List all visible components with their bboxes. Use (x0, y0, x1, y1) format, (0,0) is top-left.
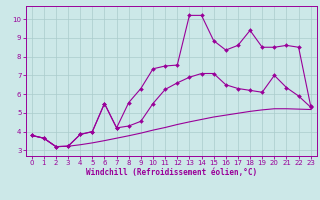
X-axis label: Windchill (Refroidissement éolien,°C): Windchill (Refroidissement éolien,°C) (86, 168, 257, 177)
